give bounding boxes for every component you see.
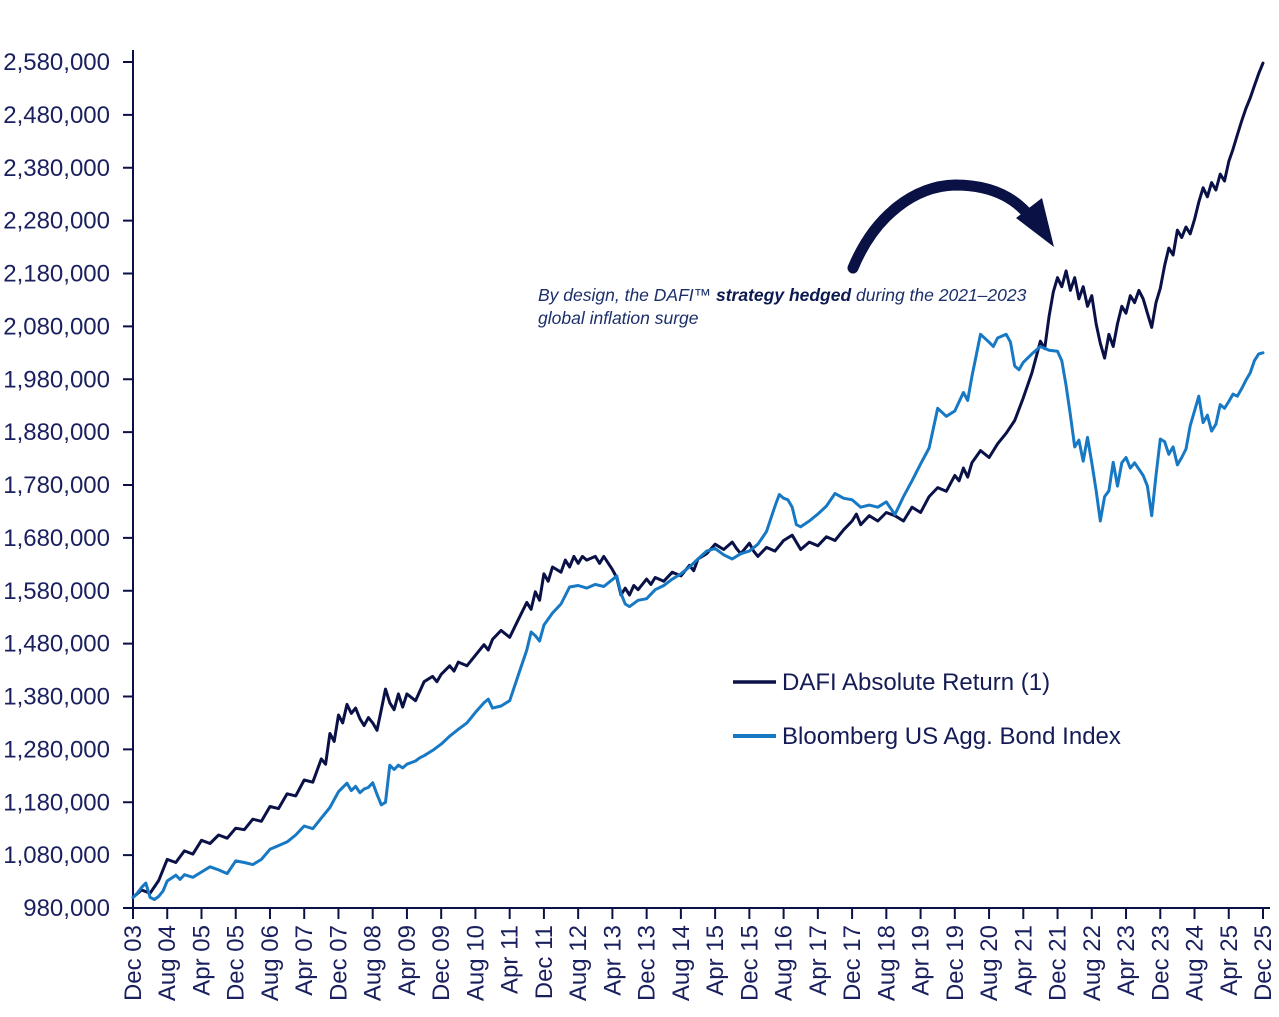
x-tick-label: Dec 21 [1045, 925, 1072, 1001]
x-tick-label: Apr 23 [1113, 925, 1140, 996]
x-tick-label: Aug 14 [668, 925, 695, 1001]
x-tick-label: Dec 15 [736, 925, 763, 1001]
y-tick-label: 1,380,000 [3, 684, 110, 711]
x-tick-label: Apr 07 [291, 925, 318, 996]
x-tick-label: Apr 13 [599, 925, 626, 996]
x-tick-label: Dec 17 [839, 925, 866, 1001]
x-tick-label: Dec 13 [634, 925, 661, 1001]
y-tick-label: 2,080,000 [3, 313, 110, 340]
y-tick-label: 2,180,000 [3, 261, 110, 288]
y-tick-label: 1,980,000 [3, 366, 110, 393]
y-axis-ticks: 980,000 1,080,000 1,180,000 1,280,000 1,380,… [3, 49, 133, 922]
x-tick-label: Apr 15 [702, 925, 729, 996]
y-tick-label: 2,580,000 [3, 49, 110, 76]
y-tick-label: 1,280,000 [3, 736, 110, 763]
x-tick-label: Dec 03 [120, 925, 147, 1001]
y-tick-label: 2,380,000 [3, 155, 110, 182]
y-tick-label: 980,000 [23, 895, 110, 922]
series-line-dafi [131, 61, 1265, 899]
x-tick-label: Aug 20 [976, 925, 1003, 1001]
x-tick-label: Dec 25 [1250, 925, 1277, 1001]
x-tick-label: Aug 08 [360, 925, 387, 1001]
y-tick-label: 1,480,000 [3, 631, 110, 658]
x-tick-label: Dec 09 [428, 925, 455, 1001]
legend-label-agg: Bloomberg US Agg. Bond Index [782, 723, 1121, 750]
y-tick-label: 1,180,000 [3, 789, 110, 816]
x-tick-label: Aug 12 [565, 925, 592, 1001]
y-tick-label: 2,480,000 [3, 102, 110, 129]
series-line-agg [131, 332, 1265, 901]
x-tick-label: Dec 07 [325, 925, 352, 1001]
annotation-text-bold: strategy hedged [716, 285, 851, 305]
x-tick-label: Aug 04 [154, 925, 181, 1001]
x-tick-label: Aug 24 [1182, 925, 1209, 1001]
x-tick-label: Dec 11 [531, 925, 558, 999]
y-tick-label: 2,280,000 [3, 208, 110, 235]
plot-series [131, 61, 1265, 901]
x-tick-label: Dec 05 [223, 925, 250, 1001]
x-tick-label: Dec 23 [1147, 925, 1174, 1001]
x-tick-label: Aug 16 [771, 925, 798, 1001]
x-tick-label: Apr 11 [497, 925, 524, 994]
legend: DAFI Absolute Return (1) Bloomberg US Ag… [733, 669, 1121, 750]
y-tick-label: 1,580,000 [3, 578, 110, 605]
x-tick-label: Apr 05 [188, 925, 215, 996]
annotation-line2: global inflation surge [538, 308, 699, 328]
x-tick-label: Apr 17 [805, 925, 832, 996]
y-tick-label: 1,880,000 [3, 419, 110, 446]
x-tick-label: Apr 25 [1216, 925, 1243, 996]
x-tick-label: Apr 19 [908, 925, 935, 996]
y-tick-label: 1,780,000 [3, 472, 110, 499]
x-tick-label: Apr 09 [394, 925, 421, 996]
annotation-text-regular: during the 2021–2023 [851, 285, 1026, 305]
x-axis-ticks: Dec 03 Aug 04 Apr 05 Dec 05 Aug 06 Apr 07 Dec … [120, 908, 1277, 1001]
x-tick-label: Apr 21 [1010, 925, 1037, 996]
legend-label-dafi: DAFI Absolute Return (1) [782, 669, 1050, 696]
x-tick-label: Aug 06 [257, 925, 284, 1001]
x-tick-label: Dec 19 [942, 925, 969, 1001]
annotation-arrowhead-icon [1016, 198, 1054, 247]
annotation-arrow-arc [847, 179, 1042, 274]
y-tick-label: 1,080,000 [3, 842, 110, 869]
annotation-text-regular: By design, the DAFI™ [538, 285, 716, 305]
annotation-arrow [847, 179, 1054, 274]
x-tick-label: Aug 22 [1079, 925, 1106, 1001]
y-tick-label: 1,680,000 [3, 525, 110, 552]
x-tick-label: Aug 18 [873, 925, 900, 1001]
x-tick-label: Aug 10 [462, 925, 489, 1001]
annotation-line1: By design, the DAFI™ strategy hedged dur… [538, 285, 1027, 305]
